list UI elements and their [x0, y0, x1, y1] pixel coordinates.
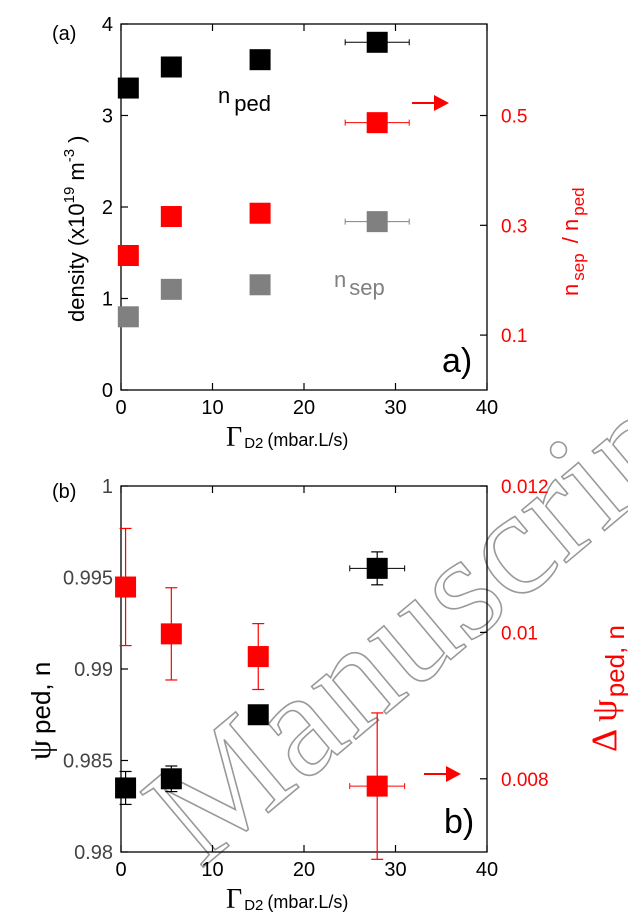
x-tick-label: 10 [201, 397, 223, 419]
panel-a-xlabel: Γ D2 (mbar.L/s) [226, 422, 348, 453]
panel-a: (a) 0 10 20 30 40 0 1 2 3 4 0.1 0.3 0.5 density (x… [52, 14, 588, 453]
series-black-marker-2 [249, 49, 271, 71]
series-red-marker-3 [366, 112, 388, 134]
y2-tick-label: 0.012 [501, 477, 549, 498]
watermark: Manuscript [114, 328, 628, 896]
panel-b-label: (b) [52, 481, 76, 503]
watermark-text: Manuscript [115, 329, 628, 895]
panel-b-y2label: Δ ψped, n [584, 625, 628, 752]
panel-b-ylabel-text: ped, n [26, 662, 56, 734]
panel-b-ylabel-symbol: ψ [21, 740, 57, 760]
panel-a-y2label-sub1: sep [569, 253, 588, 280]
panel-b-xlabel-symbol: Γ [226, 884, 242, 915]
panel-a-x-ticks: 0 10 20 30 40 [115, 24, 498, 419]
series-black-marker-3 [366, 557, 388, 579]
panel-a-ylabel-main: density (x10 [64, 203, 89, 322]
panel-a-annotation-nsep: n sep [334, 267, 385, 300]
series-gray-marker-2 [249, 274, 271, 296]
y-tick-label: 1 [102, 476, 113, 498]
panel-b-y2label-symbol: Δ ψ [584, 699, 624, 752]
series-black-marker-3 [366, 31, 388, 53]
y-tick-label: 2 [102, 197, 113, 219]
panel-a-ylabel-unit: m [64, 162, 89, 186]
series-gray-marker-0 [117, 306, 139, 328]
panel-a-y2label: n sep / n ped [558, 187, 588, 296]
x-tick-label: 30 [384, 397, 406, 419]
series-black-marker-0 [117, 77, 139, 99]
series-red-marker-1 [160, 623, 182, 645]
x-tick-label: 0 [115, 397, 126, 419]
x-tick-label: 10 [201, 859, 223, 881]
y-tick-label: 0.995 [63, 568, 113, 590]
panel-a-label: (a) [52, 23, 76, 45]
y2-tick-label: 0.008 [501, 770, 549, 791]
panel-a-y2label-sub2: ped [569, 187, 588, 215]
panel-b-y-ticks: 0.98 0.985 0.99 0.995 1 [63, 476, 128, 864]
panel-a-y2label-slash: / n [558, 219, 583, 250]
series-black-marker-1 [160, 56, 182, 78]
panel-a-y2label-n1: n [558, 284, 583, 296]
y-tick-label: 3 [102, 106, 113, 128]
series-black-marker-0 [115, 777, 137, 799]
series-red-marker-1 [160, 206, 182, 228]
panel-b-x-ticks: 0 10 20 30 40 [115, 486, 498, 881]
y2-tick-label: 0.5 [501, 107, 527, 128]
series-gray-marker-3 [366, 211, 388, 233]
panel-a-corner-label: a) [442, 342, 472, 380]
panel-b-y2-ticks: 0.008 0.01 0.012 [480, 477, 549, 791]
y2-tick-label: 0.01 [501, 623, 538, 644]
x-tick-label: 40 [476, 859, 498, 881]
panel-b-y2label-sub: ped, n [600, 625, 628, 697]
panel-a-right-axis-arrow [412, 95, 449, 111]
x-tick-label: 0 [115, 859, 126, 881]
y2-tick-label: 0.1 [501, 326, 527, 347]
y-tick-label: 0 [102, 380, 113, 402]
panel-a-y2-ticks: 0.1 0.3 0.5 [480, 107, 527, 347]
x-tick-label: 20 [293, 859, 315, 881]
panel-a-marks [117, 31, 410, 328]
panel-b-marks [115, 527, 406, 860]
series-red-marker-2 [249, 202, 271, 224]
panel-a-y-ticks: 0 1 2 3 4 [102, 14, 128, 402]
panel-b-xlabel-units: (mbar.L/s) [267, 892, 348, 912]
y-tick-label: 0.99 [74, 659, 113, 681]
series-red-marker-3 [366, 775, 388, 797]
panel-b-corner-label: b) [444, 803, 474, 841]
panel-a-ylabel-close: ) [64, 136, 89, 143]
series-red-marker-0 [117, 245, 139, 267]
panel-b-xlabel-sub: D2 [244, 897, 263, 914]
y-tick-label: 0.98 [74, 842, 113, 864]
panel-a-ylabel-unit-sup: -3 [61, 149, 78, 162]
series-black-marker-1 [160, 768, 182, 790]
panel-b-right-axis-arrow [424, 766, 461, 782]
series-red-marker-0 [115, 576, 137, 598]
series-gray-marker-1 [160, 278, 182, 300]
panel-a-ylabel-sup: 19 [61, 187, 78, 204]
y-tick-label: 0.985 [63, 751, 113, 773]
y2-tick-label: 0.3 [501, 216, 527, 237]
x-tick-label: 20 [293, 397, 315, 419]
x-tick-label: 40 [476, 397, 498, 419]
panel-a-xlabel-sub: D2 [244, 435, 263, 452]
y-tick-label: 1 [102, 289, 113, 311]
series-red-marker-2 [247, 646, 269, 668]
x-tick-label: 30 [384, 859, 406, 881]
series-black-marker-2 [247, 704, 269, 726]
panel-b-xlabel: Γ D2 (mbar.L/s) [226, 884, 348, 915]
y-tick-label: 4 [102, 14, 113, 36]
panel-a-xlabel-symbol: Γ [226, 422, 242, 453]
panel-a-ylabel: density (x1019 m-3) [61, 136, 89, 322]
panel-b-ylabel: ψ ped, n [21, 662, 57, 760]
panel-a-annotation-nped: n ped [218, 83, 271, 116]
panel-a-xlabel-units: (mbar.L/s) [267, 430, 348, 450]
